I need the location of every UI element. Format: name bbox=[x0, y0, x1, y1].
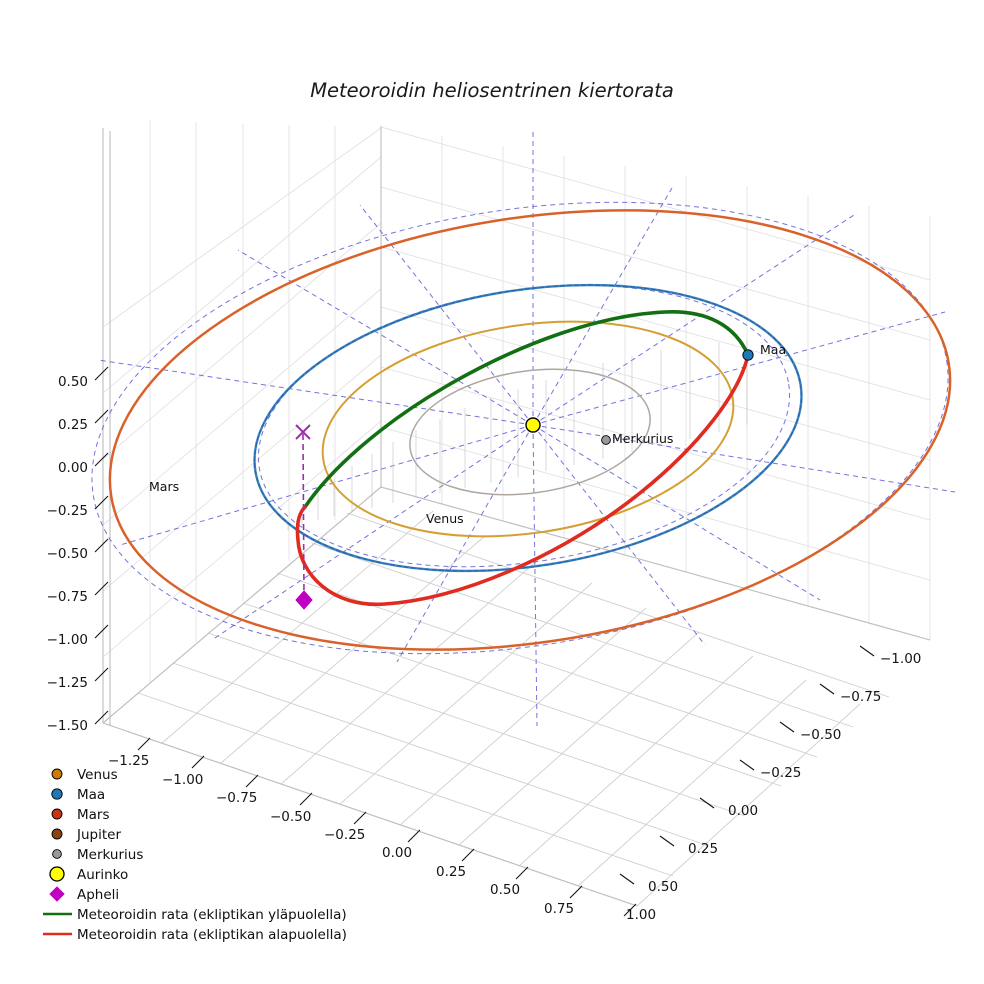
legend-label: Meteoroidin rata (ekliptikan yläpuolella… bbox=[77, 907, 347, 923]
sun-marker-icon bbox=[49, 866, 65, 882]
legend-item-apheli[interactable]: Apheli bbox=[49, 886, 119, 903]
box-edges bbox=[102, 126, 931, 907]
jupiter-marker-icon bbox=[51, 828, 63, 840]
reference-dashed-network bbox=[91, 128, 956, 727]
orbit-mars bbox=[108, 209, 952, 651]
sun-marker bbox=[525, 417, 541, 433]
legend-item-venus[interactable]: Venus bbox=[51, 767, 118, 783]
maa-marker-icon bbox=[51, 788, 63, 800]
merkurius-marker-icon bbox=[52, 849, 62, 859]
legend-item-mars[interactable]: Mars bbox=[51, 807, 110, 823]
legend-item-merkurius[interactable]: Merkurius bbox=[52, 847, 144, 863]
meteoroid-above-ecliptic bbox=[303, 310, 750, 509]
body-markers bbox=[525, 349, 754, 445]
legend-item-meteoroid-below[interactable]: Meteoroidin rata (ekliptikan alapuolella… bbox=[43, 927, 347, 943]
venus-marker-icon bbox=[51, 768, 63, 780]
aphelion-projection-x-icon bbox=[295, 424, 311, 440]
legend-label: Jupiter bbox=[76, 827, 121, 843]
merkurius-marker bbox=[601, 435, 611, 445]
aphelion-diamond-icon bbox=[49, 886, 65, 902]
legend-label: Aurinko bbox=[77, 867, 128, 883]
planet-orbits bbox=[108, 209, 952, 651]
right-wall-grid bbox=[380, 126, 931, 641]
legend-label: Maa bbox=[77, 787, 105, 803]
aphelion-drop-line bbox=[302, 433, 305, 599]
maa-marker bbox=[742, 349, 754, 361]
axes-panes bbox=[102, 120, 931, 907]
legend-label: Merkurius bbox=[77, 847, 143, 863]
aphelion-diamond-marker bbox=[295, 590, 313, 610]
orbit-merkurius bbox=[409, 368, 651, 496]
meteoroid-orbit bbox=[295, 310, 750, 607]
orbit-maa-dashed-overlay bbox=[254, 284, 802, 572]
legend-item-meteoroid-above[interactable]: Meteoroidin rata (ekliptikan yläpuolella… bbox=[43, 907, 347, 923]
legend-label: Mars bbox=[77, 807, 110, 823]
legend-label: Meteoroidin rata (ekliptikan alapuolella… bbox=[77, 927, 347, 943]
tick-marks bbox=[94, 366, 875, 917]
mars-marker-icon bbox=[51, 808, 63, 820]
orbit-venus bbox=[321, 320, 735, 538]
legend-label: Apheli bbox=[77, 887, 119, 903]
meteoroid-below-ecliptic bbox=[295, 353, 750, 607]
legend-item-jupiter[interactable]: Jupiter bbox=[51, 827, 121, 843]
legend-item-maa[interactable]: Maa bbox=[51, 787, 105, 803]
aphelion-group bbox=[295, 424, 313, 610]
legend-item-aurinko[interactable]: Aurinko bbox=[49, 866, 128, 883]
legend-label: Venus bbox=[77, 767, 118, 783]
